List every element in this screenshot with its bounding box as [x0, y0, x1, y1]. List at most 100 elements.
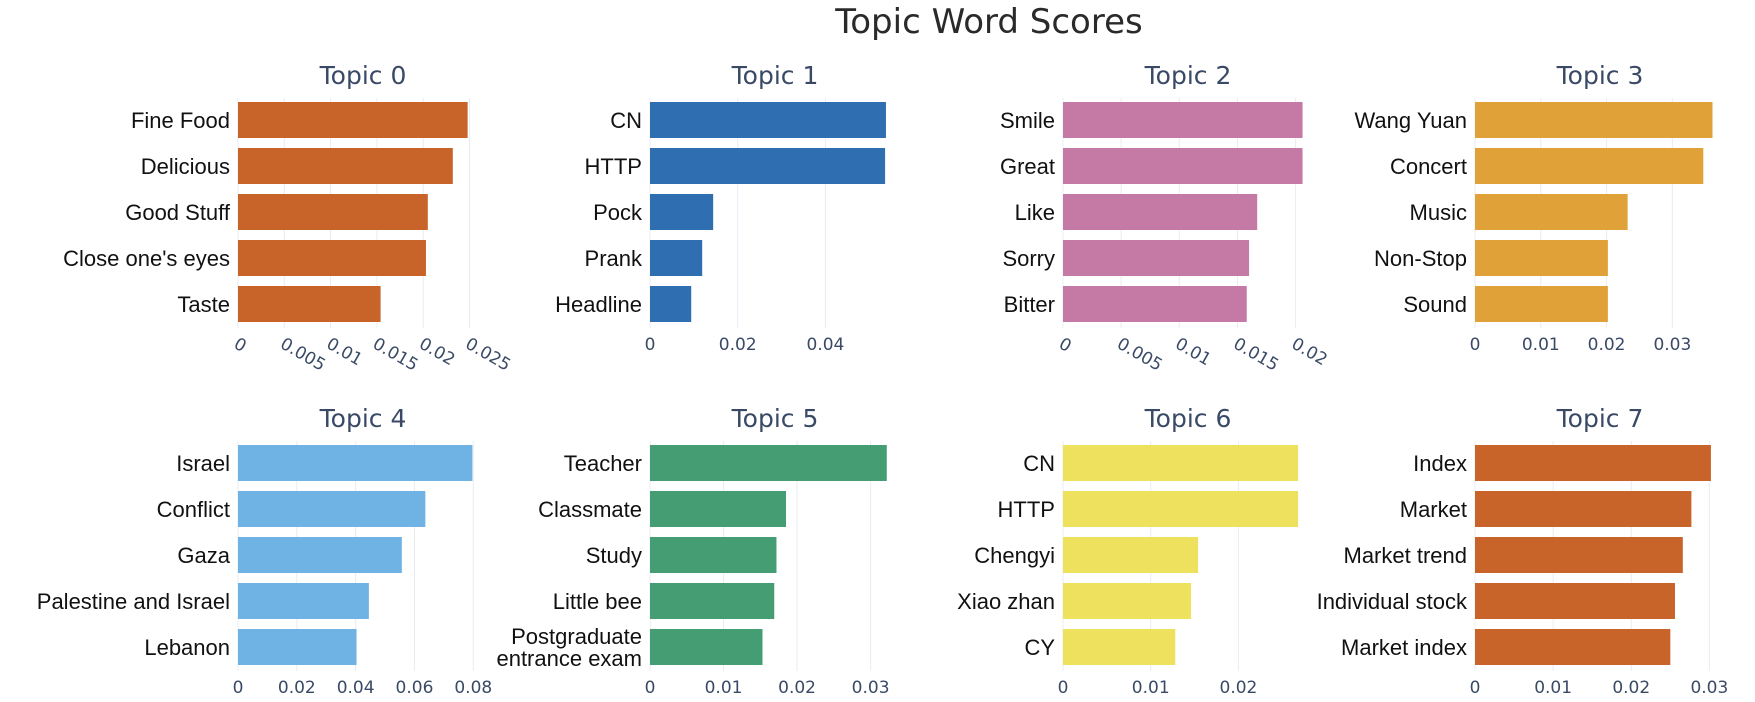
- category-label: Fine Food: [131, 108, 230, 133]
- bar: [650, 194, 714, 230]
- tick-label: 0.02: [1588, 335, 1626, 355]
- category-label: Individual stock: [1317, 589, 1468, 614]
- tick-label: 0.025: [462, 334, 514, 376]
- bar: [238, 194, 428, 230]
- tick-label: 0.01: [1172, 334, 1215, 370]
- category-label: Headline: [555, 292, 642, 317]
- bar: [1475, 102, 1713, 138]
- bar: [1063, 148, 1303, 184]
- bar: [1063, 240, 1250, 276]
- bar: [238, 537, 402, 573]
- subplot-title: Topic 1: [731, 61, 819, 90]
- category-label: Sound: [1403, 292, 1467, 317]
- bar: [650, 491, 787, 527]
- bar: [650, 537, 777, 573]
- category-label: Market index: [1341, 635, 1467, 660]
- tick-label: 0.03: [1690, 678, 1728, 698]
- category-label: Teacher: [564, 451, 642, 476]
- tick-label: 0.01: [323, 334, 366, 370]
- category-label: Chengyi: [974, 543, 1055, 568]
- bar: [1475, 286, 1608, 322]
- subplot-topic-5: Topic 5 0 0.01 0.02 0.03 Teacher Classmate Stud…: [496, 404, 889, 698]
- category-label: Great: [1000, 154, 1055, 179]
- tick-label: 0.03: [1653, 335, 1691, 355]
- bar: [650, 102, 886, 138]
- category-label: Prank: [585, 246, 643, 271]
- subplot-title: Topic 5: [731, 404, 819, 433]
- bar: [650, 148, 886, 184]
- category-label: Conflict: [157, 497, 230, 522]
- category-label: HTTP: [998, 497, 1055, 522]
- bar: [1063, 583, 1192, 619]
- tick-label: 0.02: [1612, 678, 1650, 698]
- bar: [1063, 286, 1247, 322]
- tick-label: 0.01: [1522, 335, 1560, 355]
- category-label: Xiao zhan: [957, 589, 1055, 614]
- category-label: Index: [1413, 451, 1467, 476]
- tick-label: 0.06: [396, 678, 434, 698]
- category-label: Like: [1015, 200, 1055, 225]
- tick-label: 0: [1055, 334, 1074, 357]
- tick-label: 0.02: [1220, 678, 1258, 698]
- category-label: CN: [1023, 451, 1055, 476]
- bar: [1063, 629, 1176, 665]
- tick-label: 0: [1058, 678, 1069, 698]
- tick-label: 0.02: [778, 678, 816, 698]
- tick-label: 0: [230, 334, 249, 357]
- bar: [1063, 102, 1303, 138]
- bar: [238, 240, 426, 276]
- tick-label: 0.01: [705, 678, 743, 698]
- tick-label: 0: [1470, 678, 1481, 698]
- bar: [1063, 445, 1299, 481]
- bar: [238, 583, 369, 619]
- subplot-topic-1: Topic 1 0 0.02 0.04 CN HTTP Pock Prank Headline: [555, 61, 886, 355]
- tick-label: 0: [233, 678, 244, 698]
- bar: [1475, 491, 1692, 527]
- bar: [238, 629, 357, 665]
- category-label: CY: [1024, 635, 1055, 660]
- tick-label: 0: [645, 335, 656, 355]
- tick-label: 0.01: [1534, 678, 1572, 698]
- tick-label: 0.08: [454, 678, 492, 698]
- bar: [1475, 583, 1675, 619]
- category-label: Taste: [177, 292, 230, 317]
- tick-label: 0.015: [369, 334, 421, 376]
- subplot-title: Topic 0: [319, 61, 407, 90]
- tick-label: 0.04: [337, 678, 375, 698]
- category-label: Little bee: [553, 589, 642, 614]
- bar: [650, 629, 763, 665]
- subplot-topic-2: Topic 2 0 0.005 0.01 0.015 0.02 Smile Great Like…: [1000, 61, 1331, 376]
- tick-label: 0.015: [1230, 334, 1282, 376]
- subplot-topic-3: Topic 3 0 0.01 0.02 0.03 Wang Yuan Concert Musi…: [1354, 61, 1713, 355]
- category-label: Close one's eyes: [63, 246, 230, 271]
- bar: [1063, 194, 1258, 230]
- category-label: Delicious: [141, 154, 230, 179]
- category-label: Bitter: [1004, 292, 1055, 317]
- bar: [1063, 491, 1299, 527]
- category-label: Good Stuff: [125, 200, 231, 225]
- tick-label: 0.02: [415, 334, 458, 370]
- bar: [1475, 148, 1704, 184]
- tick-label: 0.02: [719, 335, 757, 355]
- subplot-topic-6: Topic 6 0 0.01 0.02 CN HTTP Chengyi Xiao zhan CY: [957, 404, 1299, 698]
- tick-label: 0.02: [278, 678, 316, 698]
- category-label-line: entrance exam: [496, 646, 642, 671]
- bar: [650, 445, 887, 481]
- category-label: Music: [1410, 200, 1467, 225]
- tick-label: 0: [645, 678, 656, 698]
- bar: [1475, 445, 1711, 481]
- category-label: Smile: [1000, 108, 1055, 133]
- bar: [238, 491, 426, 527]
- bar: [650, 583, 775, 619]
- tick-label: 0.04: [807, 335, 845, 355]
- subplot-title: Topic 4: [319, 404, 407, 433]
- category-label: HTTP: [585, 154, 642, 179]
- subplot-title: Topic 7: [1556, 404, 1644, 433]
- bar: [1475, 194, 1628, 230]
- bar: [238, 286, 381, 322]
- bar: [1475, 537, 1683, 573]
- category-label: Pock: [593, 200, 643, 225]
- bar: [238, 148, 453, 184]
